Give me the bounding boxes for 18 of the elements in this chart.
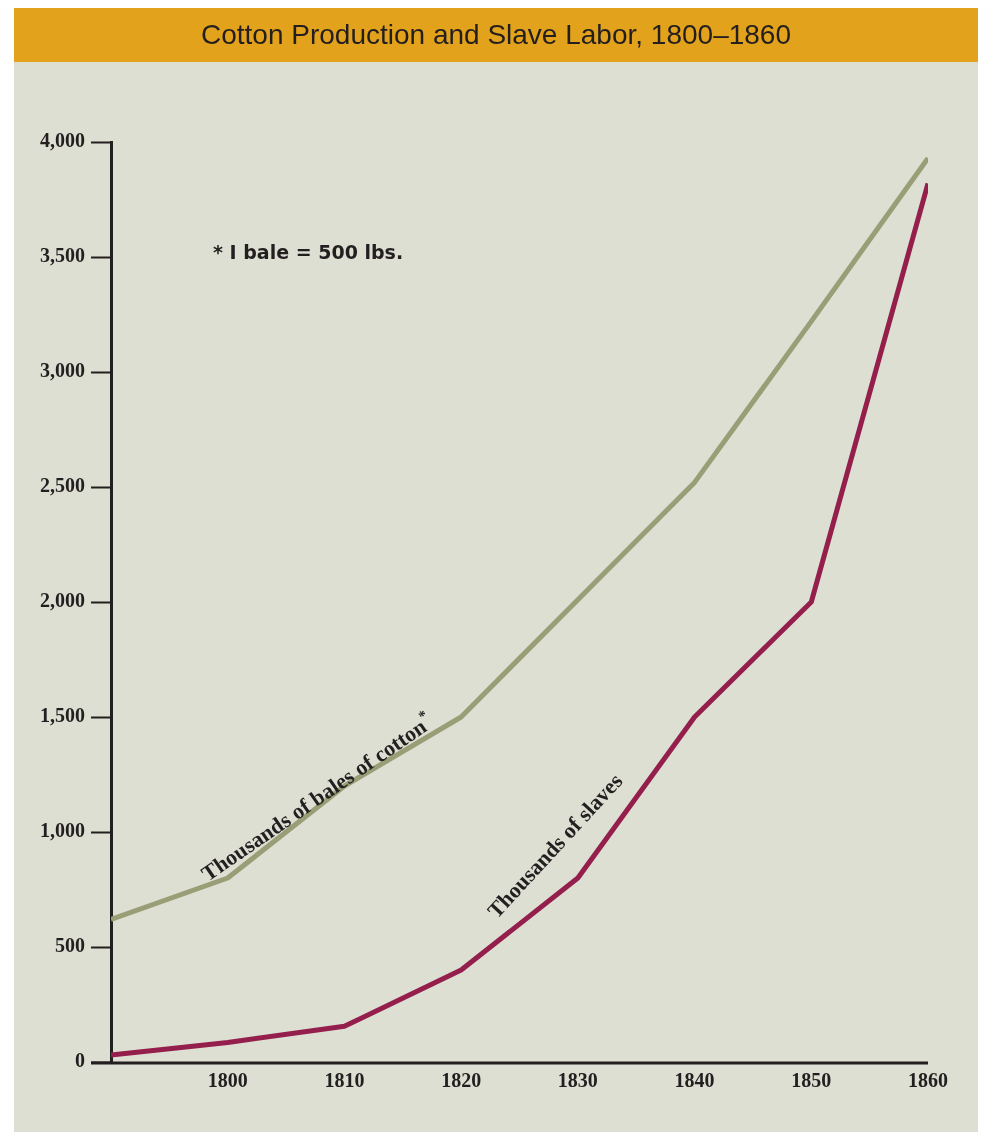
x-tick-label: 1820: [441, 1069, 482, 1092]
x-tick-label: 1810: [324, 1069, 365, 1092]
x-tick-label: 1830: [557, 1069, 598, 1092]
x-tick-label: 1840: [674, 1069, 715, 1092]
y-tick-label: 1,000: [40, 819, 85, 842]
y-tick-label: 3,500: [40, 244, 85, 267]
y-tick-label: 0: [75, 1049, 85, 1072]
chart-title: Cotton Production and Slave Labor, 1800–1860: [14, 8, 978, 62]
y-tick-label: 2,000: [40, 589, 85, 612]
y-tick-label: 3,000: [40, 359, 85, 382]
y-tick-label: 500: [55, 934, 85, 957]
annotation: * I bale = 500 lbs.: [213, 240, 404, 263]
y-tick-label: 4,000: [40, 129, 85, 152]
x-tick-label: 1850: [791, 1069, 832, 1092]
x-tick-label: 1860: [908, 1069, 948, 1092]
y-tick-label: 1,500: [40, 704, 85, 727]
x-tick-label: 1800: [207, 1069, 248, 1092]
y-tick-label: 2,500: [40, 474, 85, 497]
